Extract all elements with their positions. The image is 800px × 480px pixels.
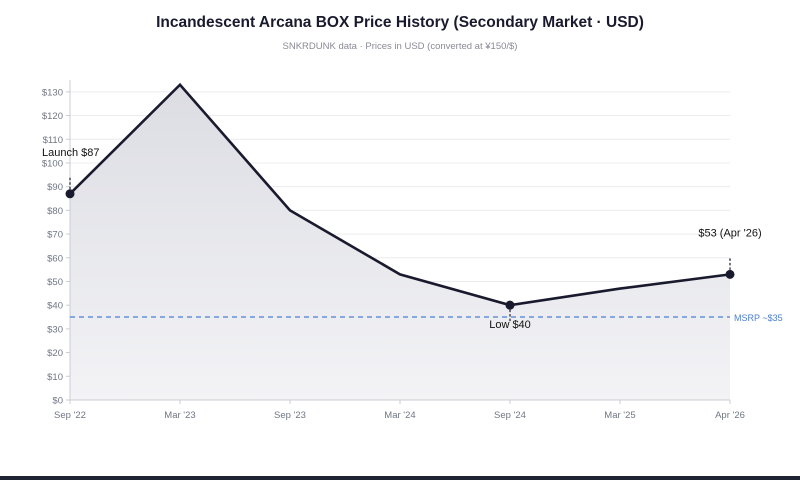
axes — [66, 80, 731, 404]
x-tick-label: Sep '24 — [494, 410, 526, 421]
series-line-group — [69, 82, 731, 307]
chart-title: Incandescent Arcana BOX Price History (S… — [156, 14, 644, 31]
series-area — [70, 84, 730, 401]
msrp-label: MSRP ~$35 — [734, 313, 783, 323]
y-tick-label: $100 — [42, 158, 63, 169]
y-tick-label: $80 — [47, 206, 63, 217]
x-tick-label: Mar '24 — [384, 410, 415, 421]
x-tick-label: Mar '25 — [604, 410, 635, 421]
y-tick-label: $110 — [43, 135, 63, 146]
x-tick-label: Sep '22 — [54, 410, 86, 421]
annotations: Launch $87 Low $40 $53 (Apr '26) — [42, 147, 762, 331]
y-tick-label: $60 — [47, 253, 63, 264]
area-fill — [70, 84, 730, 401]
x-tick-label: Mar '23 — [164, 410, 195, 421]
series-line — [69, 82, 731, 307]
x-tick-label: Sep '23 — [274, 410, 306, 421]
y-tick-label: $0 — [52, 396, 63, 407]
x-tick-label: Apr '26 — [715, 410, 745, 421]
data-point-marker — [505, 300, 515, 310]
data-point-marker — [65, 189, 75, 199]
annotation-label: $53 (Apr '26) — [698, 227, 761, 239]
y-tick-label: $40 — [47, 301, 63, 312]
y-tick-label: $70 — [47, 230, 63, 241]
reference-line-group: MSRP ~$35 — [70, 313, 783, 323]
annotation-label: Launch $87 — [42, 147, 100, 159]
tick-labels: $0 $10 $20 $30 $40 $50 $60 $70 $80 $90 $100 $110 $12… — [42, 87, 745, 421]
data-point-marker — [725, 269, 735, 279]
y-tick-label: $120 — [42, 111, 63, 122]
annotation-label: Low $40 — [489, 319, 531, 331]
y-tick-label: $20 — [47, 348, 63, 359]
y-tick-label: $10 — [47, 372, 63, 383]
y-tick-label: $50 — [47, 277, 63, 288]
y-tick-label: $90 — [47, 182, 63, 193]
chart-subtitle: SNKRDUNK data · Prices in USD (converted… — [282, 41, 518, 52]
y-tick-label: $130 — [42, 87, 63, 98]
bottom-bar — [0, 476, 800, 480]
y-tick-label: $30 — [47, 324, 63, 335]
